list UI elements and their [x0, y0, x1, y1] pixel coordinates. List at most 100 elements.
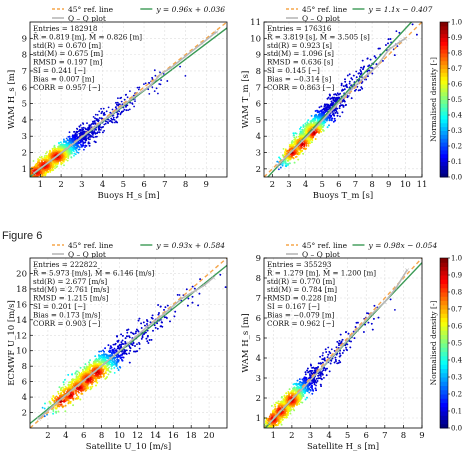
scatter-point: [65, 159, 67, 161]
scatter-point: [154, 90, 156, 92]
scatter-point: [360, 70, 362, 72]
scatter-point: [115, 102, 117, 104]
scatter-point: [356, 76, 358, 78]
x-axis-label: Buoys H_s [m]: [97, 191, 159, 201]
y-tick-label: 7: [22, 67, 27, 77]
scatter-point: [287, 163, 289, 165]
scatter-point: [131, 102, 133, 104]
scatter-point: [331, 98, 333, 100]
scatter-point: [78, 149, 80, 151]
scatter-point: [64, 153, 66, 155]
scatter-point: [61, 143, 63, 145]
scatter-point: [84, 142, 86, 144]
scatter-point: [282, 163, 284, 165]
scatter-point: [129, 90, 131, 92]
scatter-point: [69, 150, 71, 152]
y-axis-label: WAM H_s [m]: [7, 70, 17, 129]
scatter-point: [341, 84, 343, 86]
scatter-point: [55, 164, 57, 166]
scatter-point: [120, 97, 122, 99]
scatter-point: [54, 161, 56, 163]
scatter-point: [97, 120, 99, 122]
scatter-point: [66, 144, 68, 146]
scatter-point: [79, 126, 81, 128]
scatter-point: [156, 87, 158, 89]
scatter-point: [133, 106, 135, 108]
scatter-point: [69, 139, 71, 141]
scatter-point: [339, 107, 341, 109]
scatter-point: [65, 154, 67, 156]
scatter-point: [49, 169, 51, 171]
scatter-point: [66, 142, 68, 144]
scatter-point: [306, 145, 308, 147]
scatter-point: [353, 75, 355, 77]
scatter-point: [106, 110, 108, 112]
scatter-point: [83, 127, 85, 129]
scatter-point: [120, 114, 122, 116]
qq-marker: ×: [131, 94, 137, 102]
scatter-point: [86, 145, 88, 147]
scatter-point: [101, 126, 103, 128]
legend-ref-label: 45° ref. line: [68, 5, 114, 14]
scatter-point: [342, 111, 344, 113]
scatter-point: [320, 106, 322, 108]
scatter-point: [327, 126, 329, 128]
scatter-point: [329, 119, 331, 121]
scatter-point: [107, 121, 109, 123]
scatter-point: [45, 153, 47, 155]
scatter-point: [125, 106, 127, 108]
scatter-point: [97, 132, 99, 134]
scatter-point: [60, 141, 62, 143]
scatter-point: [374, 55, 376, 57]
scatter-point: [46, 166, 48, 168]
scatter-point: [337, 112, 339, 114]
scatter-point: [82, 129, 84, 131]
scatter-point: [343, 85, 345, 87]
scatter-point: [362, 60, 364, 62]
scatter-point: [63, 140, 65, 142]
scatter-point: [35, 167, 37, 169]
scatter-point: [41, 161, 43, 163]
scatter-point: [75, 150, 77, 152]
scatter-point: [282, 165, 284, 167]
scatter-point: [127, 109, 129, 111]
scatter-point: [382, 60, 384, 62]
scatter-point: [46, 169, 48, 171]
scatter-point: [315, 138, 317, 140]
scatter-point: [36, 163, 38, 165]
qq-marker: ×: [110, 110, 116, 118]
scatter-point: [58, 142, 60, 144]
scatter-point: [73, 155, 75, 157]
scatter-point: [293, 132, 295, 134]
scatter-point: [52, 148, 54, 150]
scatter-point: [88, 141, 90, 143]
scatter-point: [101, 111, 103, 113]
scatter-point: [73, 150, 75, 152]
scatter-point: [166, 80, 168, 82]
scatter-point: [332, 97, 334, 99]
scatter-point: [148, 93, 150, 95]
scatter-point: [55, 150, 57, 152]
scatter-point: [89, 138, 91, 140]
scatter-point: [155, 75, 157, 77]
scatter-point: [115, 120, 117, 122]
scatter-point: [49, 168, 51, 170]
scatter-point: [63, 164, 65, 166]
qq-marker: ×: [183, 53, 189, 61]
scatter-point: [283, 148, 285, 150]
x-tick-label: 1: [38, 180, 43, 190]
qq-marker: ×: [147, 82, 153, 90]
y-tick-label: 8: [22, 51, 27, 61]
scatter-point: [278, 157, 280, 159]
scatter-point: [350, 77, 352, 79]
scatter-point: [308, 145, 310, 147]
scatter-point: [116, 104, 118, 106]
scatter-point: [46, 151, 48, 153]
scatter-point: [82, 122, 84, 124]
scatter-point: [311, 115, 313, 117]
scatter-point: [86, 122, 88, 124]
scatter-point: [315, 114, 317, 116]
qq-marker: ×: [31, 169, 37, 177]
scatter-point: [94, 120, 96, 122]
